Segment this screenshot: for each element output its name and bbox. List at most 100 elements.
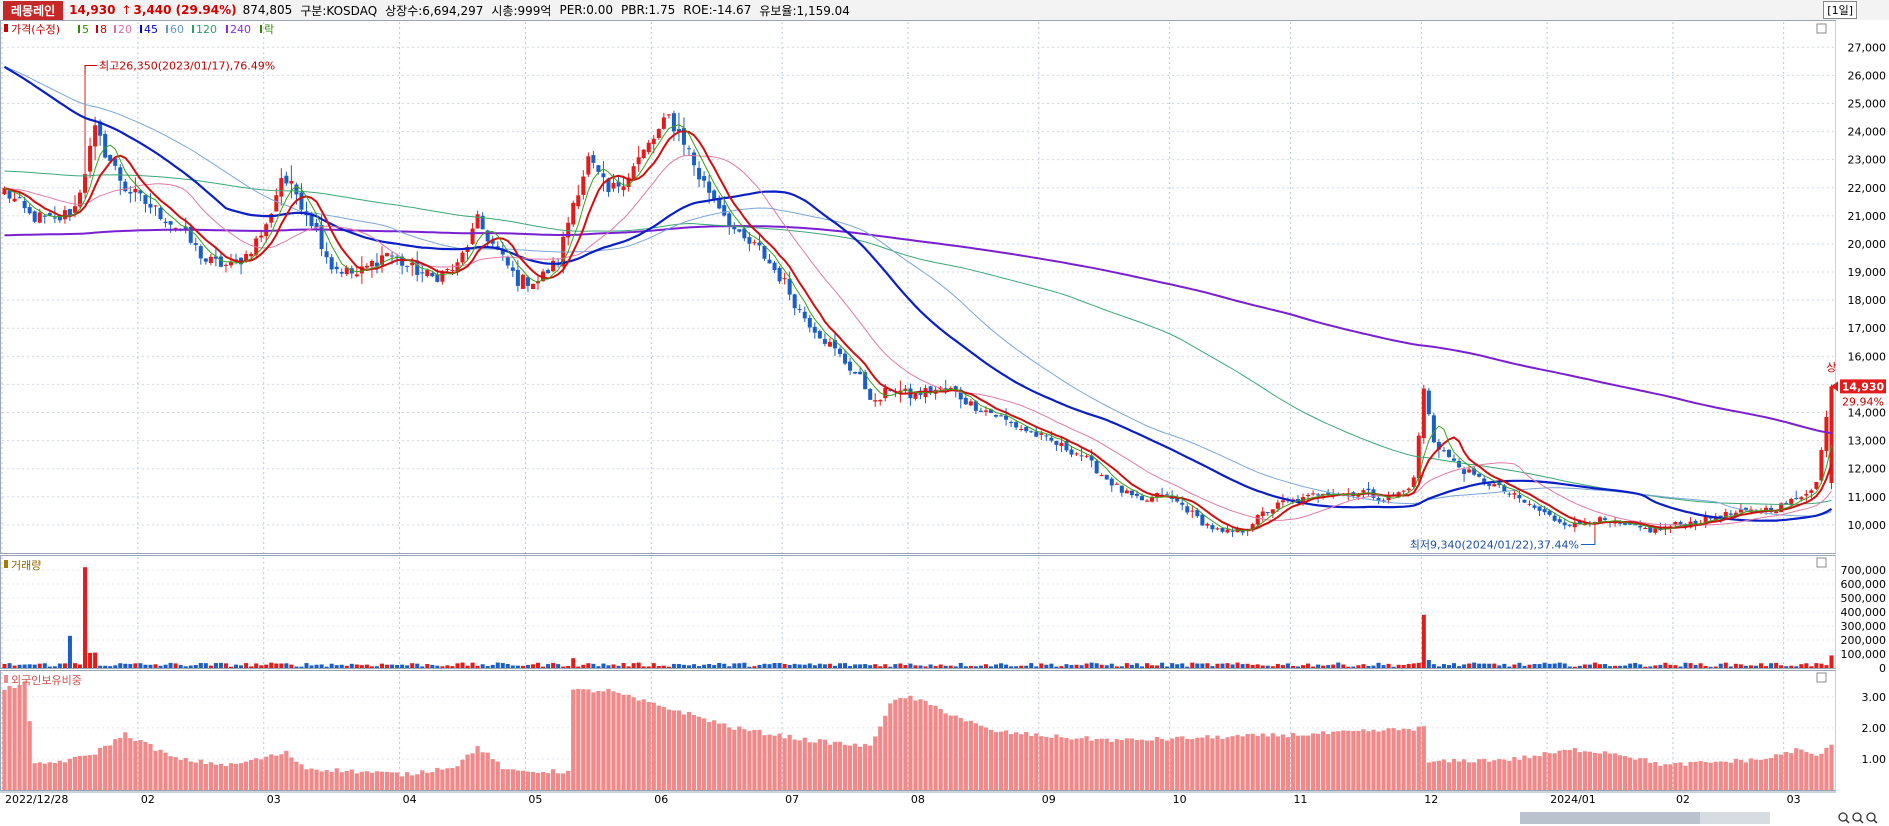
foreign-ownership-bar	[752, 729, 757, 790]
volume-bar	[1180, 663, 1185, 668]
volume-bar	[1633, 662, 1638, 668]
foreign-ownership-bar	[1472, 762, 1477, 790]
foreign-ownership-bar	[1723, 761, 1728, 790]
candle-body	[858, 371, 863, 375]
volume-bar	[299, 666, 304, 668]
foreign-ownership-bar	[1416, 726, 1421, 790]
foreign-ownership-bar	[1129, 738, 1135, 790]
foreign-ownership-bar	[576, 688, 581, 790]
candle-body	[1024, 426, 1029, 432]
volume-bar	[163, 664, 168, 668]
foreign-ownership-bar	[903, 698, 908, 790]
volume-bar	[72, 663, 77, 668]
foreign-ownership-bar	[1492, 760, 1497, 790]
foreign-ownership-bar	[1326, 734, 1331, 790]
panel-maximize-button[interactable]	[1816, 23, 1827, 34]
foreign-ownership-bar	[103, 745, 108, 790]
volume-bar	[913, 665, 918, 668]
candle-body	[1436, 442, 1441, 450]
candle-body	[77, 192, 83, 207]
foreign-ownership-bar	[651, 702, 656, 790]
foreign-ownership-bar	[1824, 747, 1829, 790]
foreign-ownership-bar	[1230, 736, 1235, 790]
candle-body	[1406, 488, 1411, 491]
foreign-ownership-bar	[1567, 750, 1572, 790]
x-tick-label: 07	[785, 793, 799, 806]
x-tick-label: 2024/01	[1550, 793, 1596, 806]
candle-body	[767, 259, 772, 264]
zoom-reset-icon[interactable]	[1866, 812, 1876, 822]
candle-body	[234, 259, 239, 261]
foreign-ownership-bar	[908, 695, 913, 790]
reserve-ratio: 유보율:1,159.04	[759, 3, 850, 18]
volume-bar	[239, 665, 244, 668]
candle-body	[853, 371, 858, 374]
foreign-ownership-bar	[802, 737, 807, 790]
candle-body	[1029, 431, 1034, 433]
foreign-ownership-bar	[1768, 758, 1774, 790]
candle-body	[1643, 527, 1648, 530]
volume-bar	[948, 665, 953, 668]
volume-bar	[732, 663, 737, 668]
legend-swatch	[166, 25, 168, 33]
volume-bar	[792, 663, 797, 668]
candle-body	[1094, 460, 1099, 474]
candle-body	[712, 190, 717, 200]
foreign-ownership-bar	[1456, 761, 1462, 790]
foreign-ownership-bar	[1617, 755, 1623, 790]
foreign-ownership-bar	[87, 755, 93, 790]
foreign-ownership-bar	[525, 771, 531, 790]
foreign-ownership-bar	[62, 762, 68, 790]
foreign-ownership-bar	[223, 766, 229, 790]
zoom-in-icon[interactable]	[1838, 812, 1848, 822]
zoom-out-icon[interactable]	[1852, 812, 1862, 822]
volume-bar	[1653, 665, 1658, 668]
stock-name[interactable]: 레몽레인	[3, 0, 64, 20]
candle-body	[314, 222, 319, 228]
foreign-ownership-bar	[1502, 759, 1507, 790]
candle-body	[958, 389, 963, 400]
foreign-ownership-bar	[1351, 731, 1356, 790]
foreign-ownership-bar	[1517, 759, 1522, 790]
volume-tick-label: 400,000	[1841, 606, 1887, 619]
panel-maximize-button[interactable]	[1816, 557, 1827, 568]
volume-bar	[1713, 666, 1718, 668]
candle-body	[284, 175, 289, 184]
volume-bar	[747, 666, 752, 668]
foreign-ownership-bar	[1265, 736, 1270, 790]
volume-bar	[611, 664, 616, 668]
period-selector[interactable]: [1일]	[1823, 1, 1857, 19]
foreign-ownership-bar	[1451, 758, 1457, 790]
volume-bar	[1431, 664, 1436, 668]
candle-body	[802, 311, 807, 319]
legend-swatch	[226, 25, 228, 33]
volume-bar	[697, 666, 702, 668]
volume-bar	[983, 664, 988, 668]
foreign-ownership-bar	[1104, 738, 1109, 790]
candle-body	[1487, 483, 1492, 486]
foreign-ownership-bar	[1346, 730, 1351, 790]
price-tick-label: 20,000	[1848, 238, 1887, 251]
volume-bar	[52, 666, 57, 668]
volume-bar	[1628, 663, 1633, 668]
candle-body	[62, 210, 67, 220]
volume-bar	[1804, 663, 1809, 668]
volume-bar	[309, 665, 314, 668]
volume-bar	[1411, 663, 1416, 668]
panel-maximize-button[interactable]	[1816, 672, 1827, 683]
foreign-ownership-bar	[384, 771, 390, 790]
foreign-ownership-bar	[1602, 751, 1608, 790]
volume-bar	[686, 665, 692, 668]
volume-bar	[1119, 666, 1124, 668]
volume-bar	[440, 666, 445, 668]
candle-body	[485, 230, 490, 242]
volume-bar	[1019, 665, 1024, 668]
foreign-ownership-bar	[601, 691, 606, 790]
horizontal-scrollbar-thumb[interactable]	[1520, 812, 1700, 824]
candle-body	[863, 372, 868, 390]
volume-bar	[1592, 662, 1597, 668]
foreign-ownership-bar	[963, 721, 968, 790]
foreign-ownership-bar	[1195, 737, 1200, 790]
candle-body	[1658, 527, 1663, 531]
